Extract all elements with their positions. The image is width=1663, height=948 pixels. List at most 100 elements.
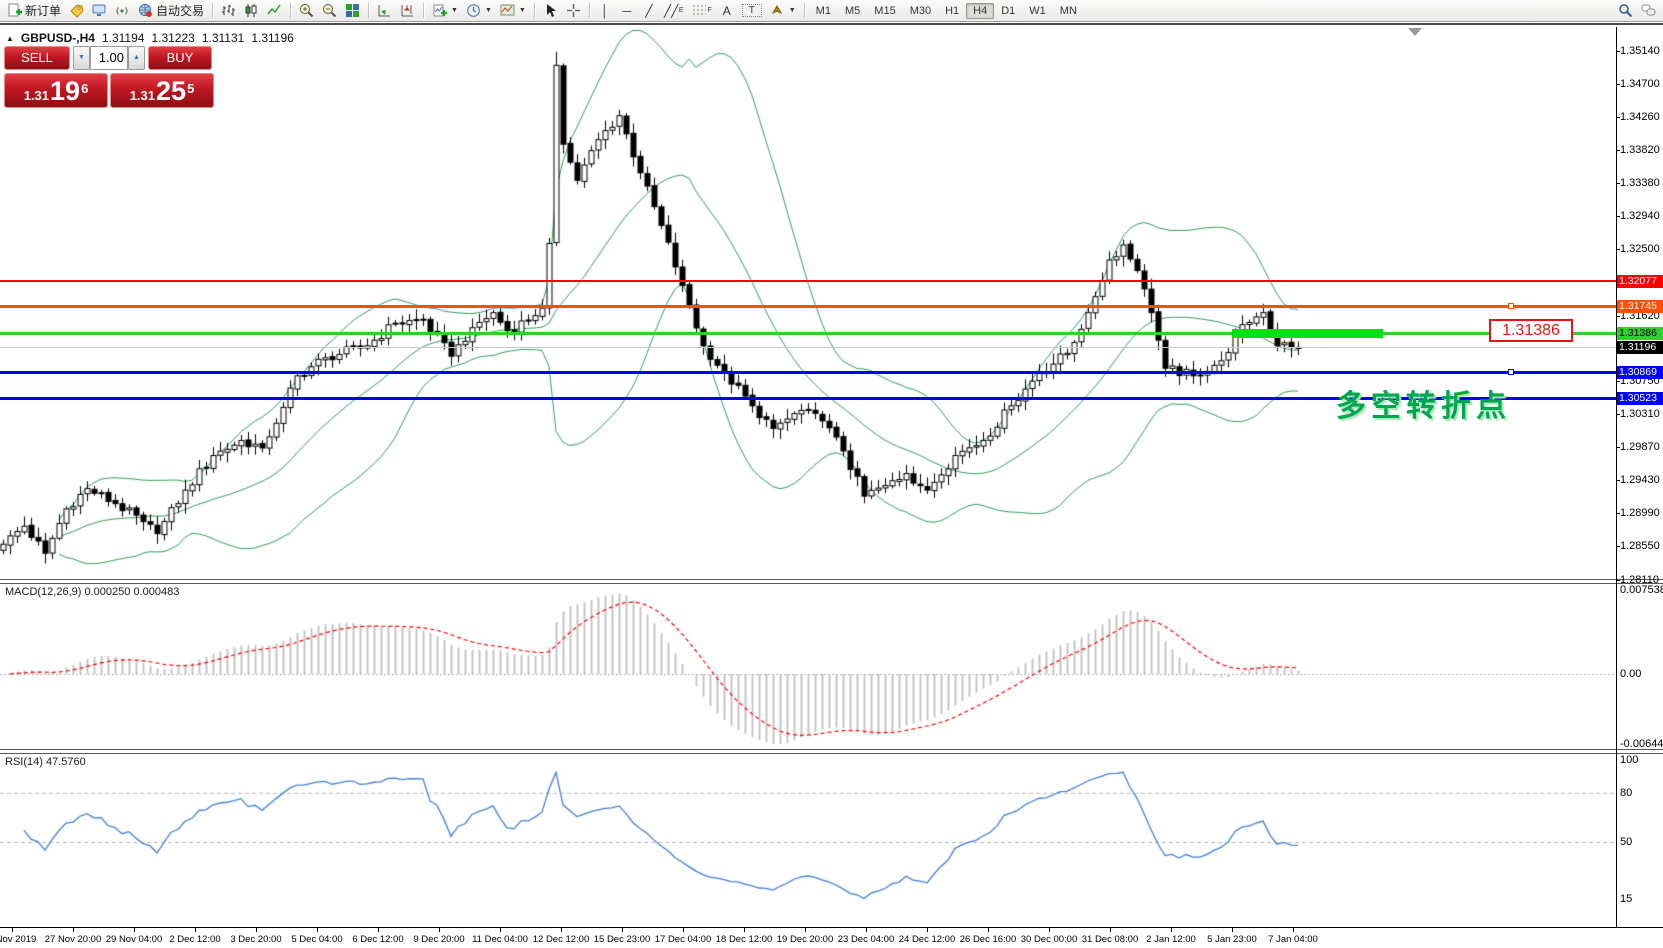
- chat-icon: [1641, 4, 1656, 16]
- timeframe-w1[interactable]: W1: [1029, 4, 1046, 17]
- time-tick-label: 15 Dec 23:00: [593, 934, 651, 945]
- timeframe-m15[interactable]: M15: [874, 4, 896, 17]
- horizontal-level-line[interactable]: [0, 331, 1616, 335]
- signals-button[interactable]: [111, 1, 134, 21]
- horizontal-level-line[interactable]: [0, 370, 1616, 374]
- chart-shift-button[interactable]: [396, 1, 419, 21]
- macd-canvas[interactable]: [0, 582, 1616, 749]
- buy-button[interactable]: BUY: [148, 46, 212, 70]
- price-tick: [1616, 316, 1620, 317]
- periods-button[interactable]: ▼: [462, 1, 496, 21]
- price-tick-label: 1.28990: [1620, 507, 1660, 519]
- arrows-button[interactable]: ▼: [766, 1, 800, 21]
- timeframe-m1[interactable]: M1: [815, 4, 832, 17]
- time-tick-label: 30 Dec 00:00: [1020, 934, 1078, 945]
- ohlc-low: 1.31131: [201, 31, 245, 45]
- rsi-canvas[interactable]: [0, 752, 1616, 927]
- zoom-out-button[interactable]: [318, 1, 341, 21]
- rsi-label: RSI(14) 47.5760: [5, 756, 86, 768]
- time-tick: [134, 928, 135, 932]
- template-icon: [500, 4, 515, 16]
- current-price-line[interactable]: [0, 347, 1616, 348]
- buy-price[interactable]: 1.31 25 5: [110, 73, 214, 108]
- search-button[interactable]: [1614, 1, 1637, 21]
- time-tick-label: 7 Jan 04:00: [1268, 934, 1318, 945]
- vertical-line-button[interactable]: │: [594, 1, 616, 21]
- time-tick-label: 6 Nov 2019: [0, 934, 37, 945]
- clock-icon: [467, 4, 480, 17]
- horizontal-level-line[interactable]: [0, 304, 1616, 308]
- chinese-annotation[interactable]: 多空转折点: [1336, 390, 1511, 423]
- tile-windows-button[interactable]: [341, 1, 364, 21]
- text-label-button[interactable]: T: [738, 1, 766, 21]
- chat-button[interactable]: [1637, 1, 1660, 21]
- vertical-line-icon: │: [601, 3, 609, 18]
- auto-scroll-icon: [378, 5, 391, 17]
- toolbar-separator: [588, 3, 590, 18]
- terminal-button[interactable]: [88, 1, 111, 21]
- sell-price-point: 6: [81, 81, 89, 96]
- time-tick: [683, 928, 684, 932]
- cursor-button[interactable]: [539, 1, 562, 21]
- timeframe-h4[interactable]: H4: [966, 2, 995, 19]
- price-tick: [1616, 117, 1620, 118]
- bar-chart-button[interactable]: [217, 1, 240, 21]
- price-tick-label: 1.29870: [1620, 441, 1660, 453]
- time-tick-label: 6 Dec 12:00: [352, 934, 404, 945]
- trendline-button[interactable]: ╱: [638, 1, 660, 21]
- line-handle[interactable]: [1508, 369, 1514, 375]
- horizontal-level-line[interactable]: [0, 280, 1616, 283]
- channel-sub-label: E: [678, 7, 684, 14]
- line-handle[interactable]: [1508, 303, 1514, 309]
- bar-chart-icon: [222, 5, 236, 16]
- price-tick: [1616, 447, 1620, 448]
- price-axis-line: [1616, 27, 1617, 927]
- time-tick: [866, 928, 867, 932]
- volume-decrease-button[interactable]: ▼: [73, 46, 90, 70]
- time-tick: [1171, 928, 1172, 932]
- timeframe-m30[interactable]: M30: [909, 4, 932, 17]
- time-tick: [1110, 928, 1111, 932]
- autotrading-button[interactable]: 自动交易: [134, 1, 208, 21]
- macd-label: MACD(12,26,9) 0.000250 0.000483: [5, 586, 180, 598]
- time-tick: [988, 928, 989, 932]
- macd-panel-separator[interactable]: [0, 579, 1663, 584]
- highlight-zone[interactable]: [1232, 329, 1383, 338]
- time-tick-label: 31 Dec 08:00: [1081, 934, 1139, 945]
- trendline-icon: ╱: [645, 3, 653, 18]
- crosshair-button[interactable]: [562, 1, 585, 21]
- sell-price[interactable]: 1.31 19 6: [4, 73, 108, 108]
- line-chart-button[interactable]: [263, 1, 286, 21]
- horizontal-line-button[interactable]: ─: [616, 1, 638, 21]
- main-chart-canvas[interactable]: [0, 27, 1616, 580]
- collapse-panel-icon[interactable]: ▲: [6, 33, 14, 43]
- templates-button[interactable]: ▼: [496, 1, 530, 21]
- fibonacci-button[interactable]: F: [688, 1, 716, 21]
- zoom-in-button[interactable]: [295, 1, 318, 21]
- timeframe-m5[interactable]: M5: [845, 4, 861, 17]
- indicators-button[interactable]: ▼: [428, 1, 462, 21]
- time-tick-label: 11 Dec 04:00: [472, 934, 528, 945]
- timeframe-d1[interactable]: D1: [1001, 4, 1016, 17]
- sell-price-prefix: 1.31: [23, 88, 50, 103]
- volume-increase-button[interactable]: ▲: [128, 46, 145, 70]
- sell-button[interactable]: SELL: [4, 46, 70, 70]
- timeframe-h1[interactable]: H1: [945, 4, 960, 17]
- time-tick-label: 19 Dec 20:00: [776, 934, 834, 945]
- horizontal-level-line[interactable]: [0, 396, 1616, 400]
- price-callout-box[interactable]: 1.31386: [1489, 319, 1573, 342]
- timeframe-mn[interactable]: MN: [1059, 4, 1077, 17]
- market-watch-button[interactable]: [65, 1, 88, 21]
- equidistant-channel-button[interactable]: ╱╱ E: [660, 1, 688, 21]
- new-order-button[interactable]: 新订单: [3, 1, 65, 21]
- volume-input[interactable]: 1.00: [90, 46, 128, 70]
- auto-scroll-button[interactable]: [373, 1, 396, 21]
- rsi-axis-label: 15: [1620, 893, 1633, 905]
- candlestick-button[interactable]: [240, 1, 263, 21]
- text-button[interactable]: A: [716, 1, 738, 21]
- symbol-name: GBPUSD-,H4: [20, 31, 95, 45]
- time-tick-label: 2 Dec 12:00: [169, 934, 221, 945]
- chart-shift-marker-icon[interactable]: [1408, 28, 1422, 36]
- rsi-panel-separator[interactable]: [0, 749, 1663, 754]
